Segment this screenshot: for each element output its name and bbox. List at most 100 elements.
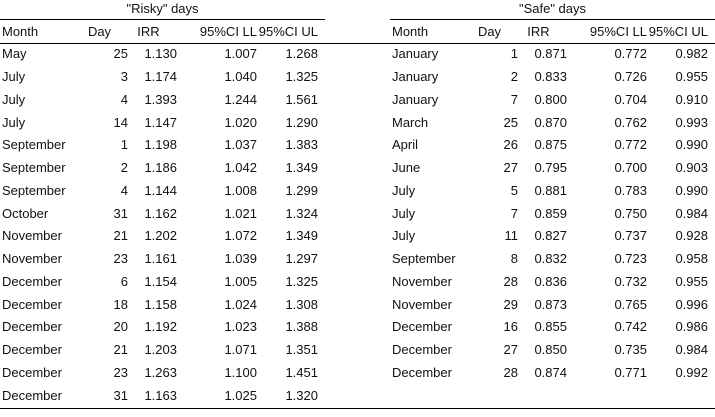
table-cell: 1.186: [144, 160, 177, 176]
table-cell: January: [392, 46, 439, 62]
column-header-irr: IRR: [527, 23, 550, 39]
table-cell: 8: [510, 251, 518, 267]
table-cell: 0.855: [534, 319, 567, 335]
table-cell: 25: [503, 114, 518, 130]
table-cell: 1.383: [285, 137, 318, 153]
table-cell: December: [2, 387, 62, 403]
table-cell: 21: [113, 228, 128, 244]
table-cell: 0.903: [675, 160, 708, 176]
risky-days-table-body: May 25 1.130 1.007 1.268 July 3 1.174 1.040 1.325…: [0, 42, 325, 406]
table-cell: 1.349: [285, 228, 318, 244]
table-row: December 20 1.192 1.023 1.388: [0, 315, 325, 338]
table-cell: 20: [113, 319, 128, 335]
table-cell: 0.986: [675, 319, 708, 335]
table-cell: December: [2, 273, 62, 289]
table-cell: 1.072: [224, 228, 257, 244]
column-header-month: Month: [2, 23, 39, 39]
table-row: July 3 1.174 1.040 1.325: [0, 65, 325, 88]
table-cell: 1.393: [144, 91, 177, 107]
table-cell: 27: [503, 342, 518, 358]
table-cell: 0.836: [534, 273, 567, 289]
table-cell: 1.042: [224, 160, 257, 176]
table-cell: 0.982: [675, 46, 708, 62]
table-cell: 0.881: [534, 182, 567, 198]
table-cell: November: [2, 228, 62, 244]
table-row: September 1 1.198 1.037 1.383: [0, 133, 325, 156]
table-cell: 1.154: [144, 273, 177, 289]
column-header-ci-ll: 95%CI LL: [589, 23, 647, 39]
table-cell: 1.308: [285, 296, 318, 312]
table-cell: September: [392, 251, 456, 267]
table-row: December 18 1.158 1.024 1.308: [0, 293, 325, 316]
table-cell: 7: [510, 205, 518, 221]
table-cell: 1.161: [144, 251, 177, 267]
table-row: July 14 1.147 1.020 1.290: [0, 111, 325, 134]
table-cell: 1.174: [144, 69, 177, 85]
table-cell: 1.351: [285, 342, 318, 358]
table-row: September 8 0.832 0.723 0.958: [390, 247, 715, 270]
column-header-day: Day: [87, 23, 112, 39]
table-cell: December: [392, 319, 452, 335]
table-cell: 0.800: [534, 91, 567, 107]
table-cell: 0.772: [614, 137, 647, 153]
table-cell: 1.008: [224, 182, 257, 198]
table-cell: 16: [503, 319, 518, 335]
table-cell: 27: [503, 160, 518, 176]
table-row: November 21 1.202 1.072 1.349: [0, 224, 325, 247]
table-cell: 29: [503, 296, 518, 312]
column-header-month: Month: [392, 23, 429, 39]
table-cell: 0.955: [675, 273, 708, 289]
table-row: January 1 0.871 0.772 0.982: [390, 42, 715, 65]
header-rule: [0, 42, 715, 45]
table-cell: 0.771: [614, 364, 647, 380]
table-row: July 11 0.827 0.737 0.928: [390, 224, 715, 247]
table-cell: November: [2, 251, 62, 267]
table-cell: September: [2, 160, 66, 176]
table-cell: 0.958: [675, 251, 708, 267]
table-cell: 0.990: [675, 182, 708, 198]
table-cell: 1.561: [285, 91, 318, 107]
table-row: December 23 1.263 1.100 1.451: [0, 361, 325, 384]
table-cell: 0.723: [614, 251, 647, 267]
table-cell: 31: [113, 205, 128, 221]
table-row: December 28 0.874 0.771 0.992: [390, 361, 715, 384]
table-cell: 1.071: [224, 342, 257, 358]
table-cell: 0.833: [534, 69, 567, 85]
table-cell: November: [392, 273, 452, 289]
column-header-ci-ll: 95%CI LL: [199, 23, 257, 39]
table-cell: December: [2, 319, 62, 335]
column-header-ci-ul: 95%CI UL: [648, 23, 708, 39]
table-cell: March: [392, 114, 429, 130]
table-cell: 0.700: [614, 160, 647, 176]
table-cell: 2: [510, 69, 518, 85]
table-cell: July: [392, 182, 416, 198]
safe-days-title: "Safe" days: [390, 0, 715, 20]
table-cell: 1.162: [144, 205, 177, 221]
table-cell: 1.198: [144, 137, 177, 153]
table-row: May 25 1.130 1.007 1.268: [0, 42, 325, 65]
table-cell: 0.875: [534, 137, 567, 153]
table-row: September 2 1.186 1.042 1.349: [0, 156, 325, 179]
table-cell: 1.130: [144, 46, 177, 62]
safe-days-table-body: January 1 0.871 0.772 0.982 January 2 0.833 0.72…: [390, 42, 715, 383]
header-row: Month Day IRR 95%CI LL 95%CI UL: [390, 20, 715, 42]
table-cell: 0.704: [614, 91, 647, 107]
table-cell: 0.870: [534, 114, 567, 130]
table-cell: 1.388: [285, 319, 318, 335]
table-cell: 1.021: [224, 205, 257, 221]
table-cell: November: [392, 296, 452, 312]
table-cell: 25: [113, 46, 128, 62]
table-row: November 28 0.836 0.732 0.955: [390, 270, 715, 293]
table-cell: 0.765: [614, 296, 647, 312]
table-row: December 31 1.163 1.025 1.320: [0, 384, 325, 407]
table-cell: 1.040: [224, 69, 257, 85]
table-cell: 1.349: [285, 160, 318, 176]
table-row: January 7 0.800 0.704 0.910: [390, 88, 715, 111]
table-cell: June: [392, 160, 421, 176]
table-cell: 0.850: [534, 342, 567, 358]
table-cell: 1.158: [144, 296, 177, 312]
safe-days-table: "Safe" days Month Day IRR 95%CI LL 95%CI…: [390, 0, 715, 384]
table-cell: 0.873: [534, 296, 567, 312]
header-row: Month Day IRR 95%CI LL 95%CI UL: [0, 20, 325, 42]
